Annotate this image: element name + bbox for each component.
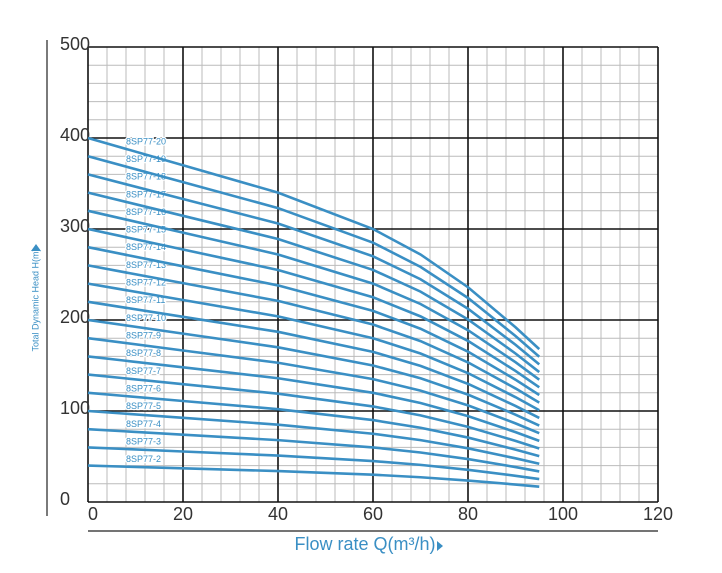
curve	[87, 336, 540, 435]
series-label: 8SP77-6	[126, 383, 161, 393]
axis-arrow	[437, 541, 443, 551]
series-label: 8SP77-5	[126, 401, 161, 411]
curve	[87, 227, 540, 389]
curve	[87, 300, 540, 420]
axis-arrow	[31, 244, 41, 251]
curve	[87, 264, 540, 404]
x-tick-label: 60	[363, 504, 383, 524]
curve	[87, 464, 540, 489]
curve	[87, 209, 541, 381]
series-label: 8SP77-18	[126, 172, 166, 182]
series-label: 8SP77-10	[126, 313, 166, 323]
x-tick-label: 80	[458, 504, 478, 524]
series-label: 8SP77-2	[126, 454, 161, 464]
curve	[87, 282, 540, 412]
y-tick-label: 400	[60, 125, 90, 145]
y-axis-label: Total Dynamic Head H(m)	[30, 248, 40, 351]
curve	[87, 191, 541, 374]
curve	[87, 173, 541, 366]
x-tick-label: 100	[548, 504, 578, 524]
curve	[87, 318, 540, 427]
y-tick-label: 100	[60, 398, 90, 418]
series-label: 8SP77-20	[126, 136, 166, 146]
curve	[87, 373, 540, 450]
curve	[87, 154, 541, 358]
series-label: 8SP77-9	[126, 330, 161, 340]
y-tick-label: 0	[60, 489, 70, 509]
curve	[87, 355, 540, 443]
y-tick-label: 200	[60, 307, 90, 327]
x-axis-label: Flow rate Q(m³/h)	[294, 534, 435, 554]
curve	[87, 245, 540, 397]
series-label: 8SP77-8	[126, 348, 161, 358]
series-label: 8SP77-19	[126, 154, 166, 164]
series-label: 8SP77-16	[126, 207, 166, 217]
curve	[87, 446, 540, 481]
curve	[87, 136, 541, 351]
y-tick-label: 300	[60, 216, 90, 236]
y-tick-label: 500	[60, 34, 90, 54]
series-label: 8SP77-4	[126, 419, 161, 429]
series-label: 8SP77-11	[126, 295, 165, 305]
x-tick-label: 0	[88, 504, 98, 524]
x-tick-label: 40	[268, 504, 288, 524]
series-label: 8SP77-3	[126, 436, 161, 446]
curve	[87, 409, 540, 466]
series-label: 8SP77-7	[126, 366, 161, 376]
curve	[87, 391, 540, 458]
x-tick-label: 20	[173, 504, 193, 524]
x-tick-label: 120	[643, 504, 673, 524]
curve	[87, 427, 540, 473]
